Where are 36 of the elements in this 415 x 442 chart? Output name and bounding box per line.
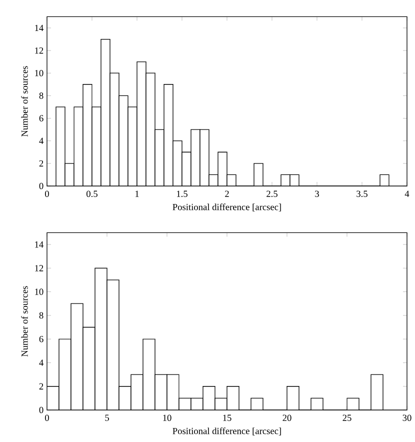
y-tick-label: 10 — [35, 288, 44, 295]
y-tick-label: 10 — [35, 70, 44, 76]
y-tick-label: 14 — [35, 24, 44, 32]
x-tick-label: 20 — [282, 414, 292, 421]
x-tick-label: 15 — [223, 414, 232, 421]
y-tick-label: 12 — [35, 265, 44, 272]
x-tick-label: 0.5 — [86, 190, 98, 198]
x-tick-label: 0 — [45, 190, 49, 197]
y-axis-title: Number of sources — [21, 286, 28, 357]
x-tick-label: 10 — [163, 414, 172, 421]
x-tick-label: 25 — [342, 414, 352, 421]
x-tick-label: 3 — [315, 190, 319, 197]
x-axis-title: Positional difference [arcsec] — [172, 204, 281, 212]
x-tick-label: 5 — [105, 414, 109, 421]
y-tick-label: 4 — [39, 138, 44, 144]
y-tick-label: 6 — [39, 115, 44, 122]
x-tick-label: 4 — [404, 190, 410, 197]
x-tick-label: 3.5 — [356, 190, 368, 198]
y-tick-label: 8 — [39, 312, 44, 319]
y-tick-label: 12 — [35, 47, 44, 54]
y-tick-label: 14 — [35, 241, 44, 248]
x-tick-label: 1.5 — [176, 190, 188, 197]
x-tick-label: 2 — [225, 190, 229, 197]
x-axis-title: Positional difference [arcsec] — [172, 428, 281, 436]
x-tick-label: 2.5 — [266, 190, 278, 198]
y-axis-title: Number of sources — [21, 66, 28, 137]
x-tick-label: 0 — [45, 414, 49, 421]
y-tick-label: 2 — [39, 383, 44, 390]
y-tick-label: 6 — [39, 336, 44, 342]
x-tick-label: 1 — [135, 190, 139, 197]
y-tick-label: 0 — [39, 406, 44, 414]
y-tick-label: 4 — [39, 360, 44, 366]
x-tick-label: 30 — [402, 414, 412, 421]
y-tick-label: 8 — [39, 92, 44, 99]
y-tick-label: 2 — [39, 160, 44, 167]
y-tick-label: 0 — [39, 182, 44, 190]
